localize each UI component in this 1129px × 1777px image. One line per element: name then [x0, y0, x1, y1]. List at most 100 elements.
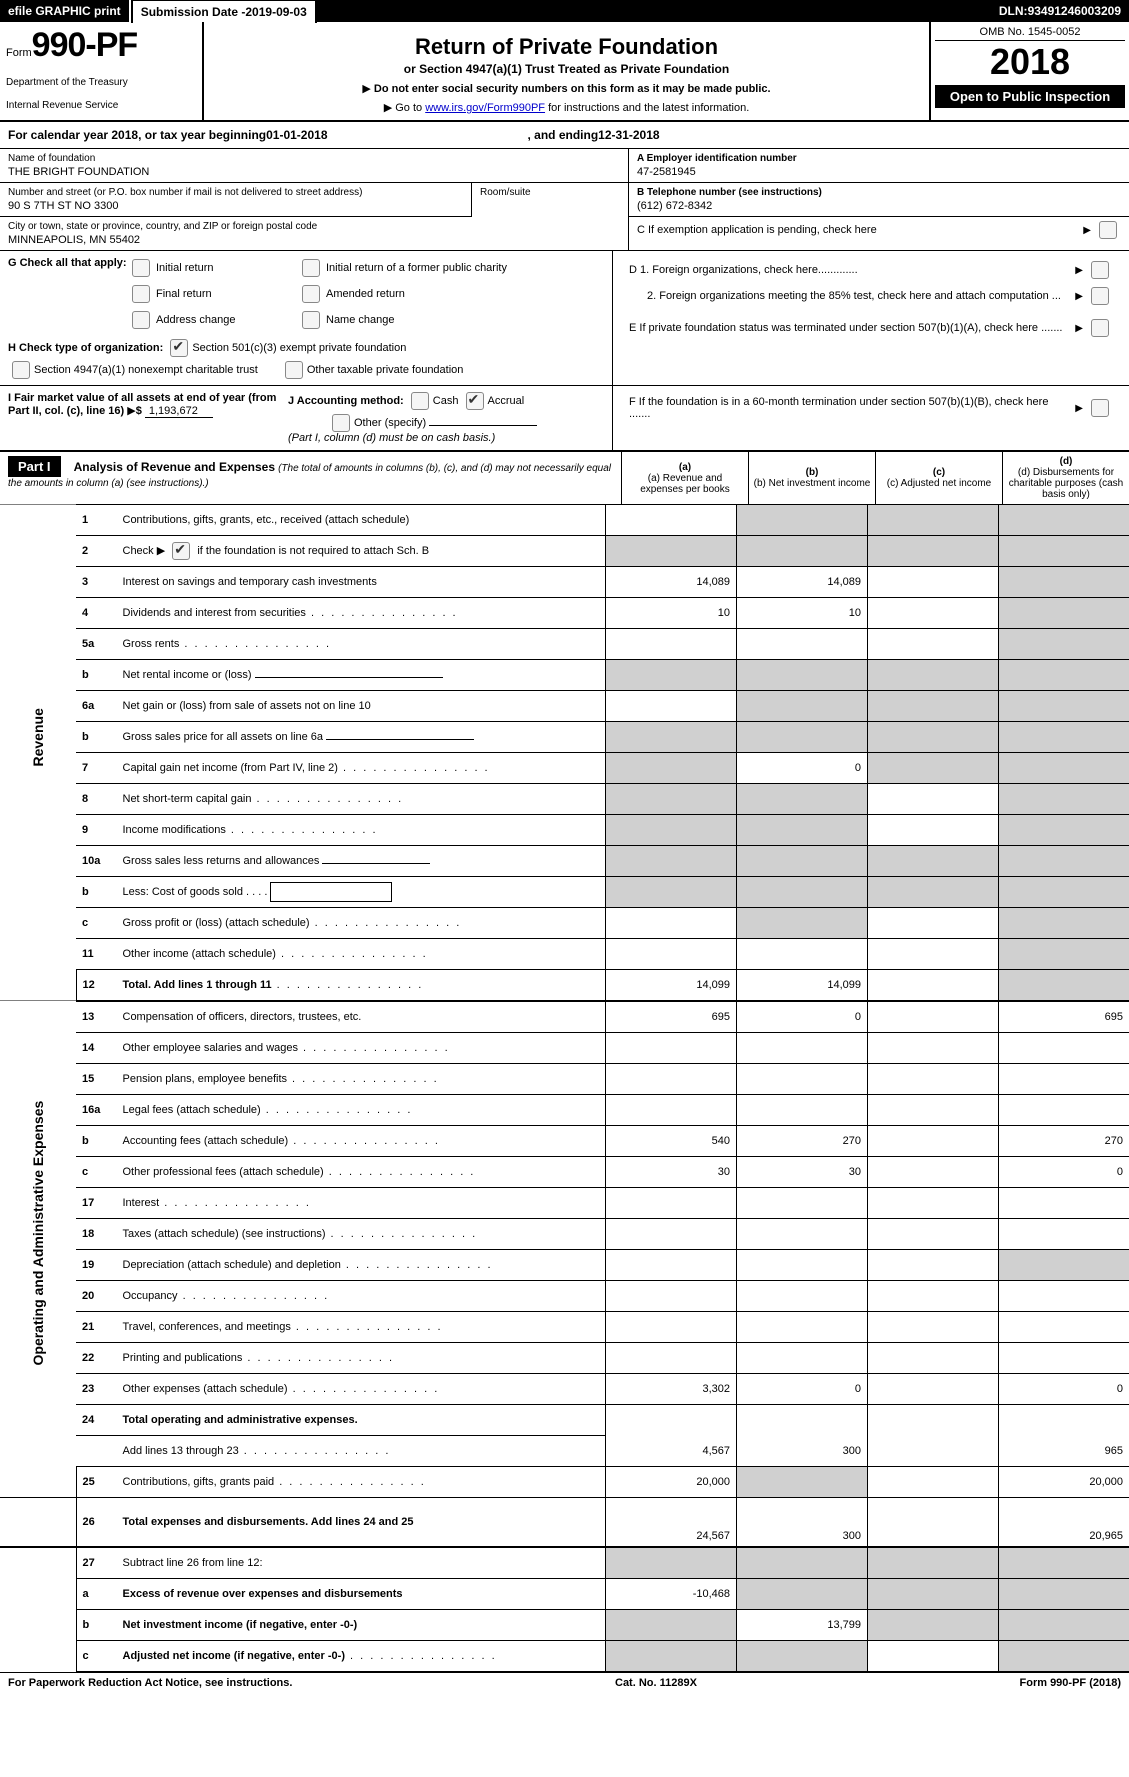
chk-d1[interactable]: [1091, 261, 1109, 279]
chk-f[interactable]: [1091, 399, 1109, 417]
box-f: F If the foundation is in a 60-month ter…: [613, 386, 1129, 450]
arrow-icon: [1075, 322, 1083, 334]
dln: DLN: 93491246003209: [991, 0, 1129, 22]
chk-501c3[interactable]: [170, 339, 188, 357]
form-id-block: Form990-PF Department of the Treasury In…: [0, 22, 204, 120]
part1-header: Part I Analysis of Revenue and Expenses …: [0, 452, 1129, 505]
box-e: E If private foundation status was termi…: [621, 315, 1121, 341]
form-title-block: Return of Private Foundation or Section …: [204, 22, 931, 120]
street-address: 90 S 7TH ST NO 3300: [8, 200, 463, 212]
col-a-head: (a)(a) Revenue and expenses per books: [621, 452, 748, 504]
tax-year: 2018: [935, 41, 1125, 83]
public-inspection: Open to Public Inspection: [935, 85, 1125, 108]
ij-f-block: I Fair market value of all assets at end…: [0, 386, 1129, 452]
year-block: OMB No. 1545-0052 2018 Open to Public In…: [931, 22, 1129, 120]
fmv-value: 1,193,672: [145, 405, 213, 418]
ein-value: 47-2581945: [637, 166, 1121, 178]
room-suite-cell: Room/suite: [471, 183, 628, 217]
irs-link[interactable]: www.irs.gov/Form990PF: [425, 102, 545, 114]
chk-sch-b[interactable]: [172, 542, 190, 560]
chk-address-change[interactable]: Address change: [128, 311, 298, 329]
box-c-checkbox[interactable]: [1099, 221, 1117, 239]
table-row: 22Printing and publications: [0, 1343, 1129, 1374]
chk-other-taxable[interactable]: [285, 361, 303, 379]
top-bar: efile GRAPHIC print Submission Date - 20…: [0, 0, 1129, 22]
address-cell: Number and street (or P.O. box number if…: [0, 183, 471, 217]
arrow-icon: [1083, 224, 1091, 236]
calendar-year-row: For calendar year 2018, or tax year begi…: [0, 122, 1129, 149]
chk-initial-return[interactable]: Initial return: [128, 259, 298, 277]
col-c-head: (c)(c) Adjusted net income: [875, 452, 1002, 504]
chk-accrual[interactable]: [466, 392, 484, 410]
chk-cash[interactable]: [411, 392, 429, 410]
col-b-head: (b)(b) Net investment income: [748, 452, 875, 504]
telephone-cell: B Telephone number (see instructions) (6…: [629, 183, 1129, 217]
table-row: 18Taxes (attach schedule) (see instructi…: [0, 1219, 1129, 1250]
omb-number: OMB No. 1545-0052: [935, 26, 1125, 41]
table-row: 3Interest on savings and temporary cash …: [0, 567, 1129, 598]
cash-basis-note: (Part I, column (d) must be on cash basi…: [288, 432, 604, 444]
table-row: bLess: Cost of goods sold . . . .: [0, 877, 1129, 908]
catalog-number: Cat. No. 11289X: [615, 1677, 697, 1689]
col-d-head: (d)(d) Disbursements for charitable purp…: [1002, 452, 1129, 504]
chk-final-return[interactable]: Final return: [128, 285, 298, 303]
entity-block: Name of foundation THE BRIGHT FOUNDATION…: [0, 149, 1129, 251]
table-row: 17Interest: [0, 1188, 1129, 1219]
table-row: 12Total. Add lines 1 through 11 14,09914…: [0, 970, 1129, 1002]
table-row: 16aLegal fees (attach schedule): [0, 1095, 1129, 1126]
table-row: bAccounting fees (attach schedule)540270…: [0, 1126, 1129, 1157]
box-j: J Accounting method: Cash Accrual Other …: [278, 392, 604, 444]
table-row: 6aNet gain or (loss) from sale of assets…: [0, 691, 1129, 722]
form-title: Return of Private Foundation: [214, 34, 919, 60]
table-row: 11Other income (attach schedule): [0, 939, 1129, 970]
box-d2: 2. Foreign organizations meeting the 85%…: [621, 283, 1121, 309]
chk-e[interactable]: [1091, 319, 1109, 337]
table-row: 14Other employee salaries and wages: [0, 1033, 1129, 1064]
table-row: Revenue 1Contributions, gifts, grants, e…: [0, 505, 1129, 536]
city-cell: City or town, state or province, country…: [0, 217, 628, 250]
part1-tag: Part I: [8, 456, 61, 477]
foundation-name: THE BRIGHT FOUNDATION: [8, 166, 620, 178]
table-row: 7Capital gain net income (from Part IV, …: [0, 753, 1129, 784]
table-row: 10aGross sales less returns and allowanc…: [0, 846, 1129, 877]
gh-de-block: G Check all that apply: Initial return I…: [0, 251, 1129, 386]
box-c: C If exemption application is pending, c…: [629, 217, 1129, 243]
table-row: 20Occupancy: [0, 1281, 1129, 1312]
chk-initial-former[interactable]: Initial return of a former public charit…: [298, 259, 578, 277]
table-row: 15Pension plans, employee benefits: [0, 1064, 1129, 1095]
table-row: 26Total expenses and disbursements. Add …: [0, 1498, 1129, 1548]
dept-treasury: Department of the Treasury: [6, 77, 196, 88]
instructions-link: ▶ Go to www.irs.gov/Form990PF for instru…: [214, 101, 919, 114]
table-row: 9Income modifications: [0, 815, 1129, 846]
table-row: 2 Check ▶ if the foundation is not requi…: [0, 536, 1129, 567]
table-row: Operating and Administrative Expenses 13…: [0, 1001, 1129, 1033]
box-d1: D 1. Foreign organizations, check here..…: [621, 257, 1121, 283]
irs-label: Internal Revenue Service: [6, 100, 196, 111]
revenue-side-label: Revenue: [0, 505, 76, 970]
table-row: 24Total operating and administrative exp…: [0, 1405, 1129, 1436]
form-subtitle: or Section 4947(a)(1) Trust Treated as P…: [214, 62, 919, 76]
table-row: cAdjusted net income (if negative, enter…: [0, 1641, 1129, 1673]
box-h: H Check type of organization: Section 50…: [8, 339, 604, 379]
table-row: 4Dividends and interest from securities …: [0, 598, 1129, 629]
table-row: cOther professional fees (attach schedul…: [0, 1157, 1129, 1188]
table-row: 27Subtract line 26 from line 12:: [0, 1547, 1129, 1579]
chk-amended-return[interactable]: Amended return: [298, 285, 578, 303]
arrow-icon: [1075, 402, 1083, 414]
chk-d2[interactable]: [1091, 287, 1109, 305]
arrow-icon: [1075, 264, 1083, 276]
table-row: bNet investment income (if negative, ent…: [0, 1610, 1129, 1641]
chk-other-method[interactable]: [332, 414, 350, 432]
part1-table: Revenue 1Contributions, gifts, grants, e…: [0, 505, 1129, 1673]
chk-name-change[interactable]: Name change: [298, 311, 578, 329]
table-row: bGross sales price for all assets on lin…: [0, 722, 1129, 753]
table-row: bNet rental income or (loss): [0, 660, 1129, 691]
ssn-warning: ▶ Do not enter social security numbers o…: [214, 82, 919, 95]
ein-cell: A Employer identification number 47-2581…: [629, 149, 1129, 183]
form-number: 990-PF: [32, 26, 138, 64]
table-row: 25Contributions, gifts, grants paid20,00…: [0, 1467, 1129, 1498]
expenses-side-label: Operating and Administrative Expenses: [0, 1001, 76, 1467]
chk-4947a1[interactable]: [12, 361, 30, 379]
arrow-icon: [1075, 290, 1083, 302]
page-footer: For Paperwork Reduction Act Notice, see …: [0, 1673, 1129, 1693]
